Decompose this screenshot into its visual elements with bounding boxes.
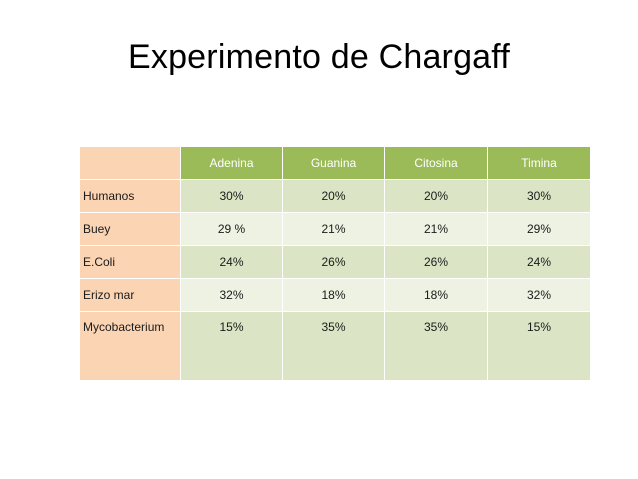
table-header-row: Adenina Guanina Citosina Timina — [79, 146, 591, 180]
table-cell: 32% — [487, 278, 591, 312]
row-label: Buey — [79, 212, 181, 246]
header-adenina: Adenina — [180, 146, 283, 180]
table-cell: 18% — [282, 278, 385, 312]
table-cell: 30% — [487, 179, 591, 213]
table-row: Humanos 30% 20% 20% 30% — [79, 179, 591, 213]
table-cell: 21% — [384, 212, 488, 246]
header-citosina: Citosina — [384, 146, 488, 180]
table-cell: 24% — [180, 245, 283, 279]
table-cell: 35% — [384, 311, 488, 381]
table-cell: 35% — [282, 311, 385, 381]
header-timina: Timina — [487, 146, 591, 180]
table-cell: 30% — [180, 179, 283, 213]
table-row: Mycobacterium 15% 35% 35% 15% — [79, 311, 591, 381]
table-row: E.Coli 24% 26% 26% 24% — [79, 245, 591, 279]
chargaff-table: Adenina Guanina Citosina Timina Humanos … — [79, 146, 591, 381]
table-cell: 21% — [282, 212, 385, 246]
table-cell: 20% — [384, 179, 488, 213]
row-label: Mycobacterium — [79, 311, 181, 381]
table-cell: 20% — [282, 179, 385, 213]
table-row: Buey 29 % 21% 21% 29% — [79, 212, 591, 246]
table-cell: 29% — [487, 212, 591, 246]
table-cell: 26% — [282, 245, 385, 279]
table-cell: 15% — [180, 311, 283, 381]
table-cell: 32% — [180, 278, 283, 312]
table-cell: 15% — [487, 311, 591, 381]
table-cell: 29 % — [180, 212, 283, 246]
table-cell: 26% — [384, 245, 488, 279]
row-label: E.Coli — [79, 245, 181, 279]
header-corner-cell — [79, 146, 181, 180]
table-cell: 18% — [384, 278, 488, 312]
header-guanina: Guanina — [282, 146, 385, 180]
row-label: Humanos — [79, 179, 181, 213]
table-row: Erizo mar 32% 18% 18% 32% — [79, 278, 591, 312]
slide-title: Experimento de Chargaff — [128, 38, 510, 76]
table-cell: 24% — [487, 245, 591, 279]
row-label: Erizo mar — [79, 278, 181, 312]
